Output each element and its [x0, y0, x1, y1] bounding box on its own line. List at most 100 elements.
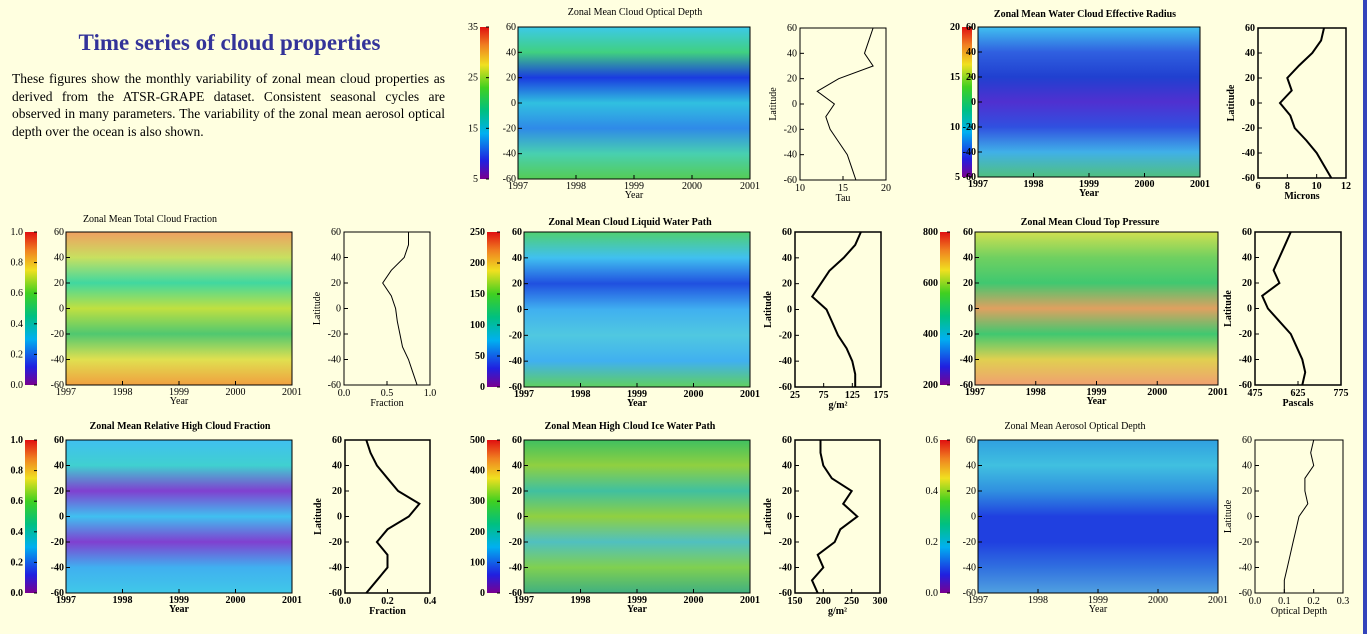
heatmap [517, 26, 751, 180]
x-tick-label: 1999 [169, 595, 189, 606]
profile-y-tick-label: 60 [331, 227, 341, 238]
profile-y-tick-label: 0 [1247, 304, 1252, 315]
profile-y-tick-label: 60 [1242, 227, 1252, 238]
y-tick-label: -20 [51, 329, 64, 340]
colorbar-tick-label: 10 [950, 122, 960, 133]
profile-x-label: Fraction [370, 398, 403, 409]
x-tick-label: 2001 [740, 389, 760, 400]
profile-y-tick-label: 20 [1242, 486, 1252, 497]
heatmap [974, 231, 1219, 386]
x-tick-label: 1997 [56, 387, 76, 398]
y-tick-label: 0 [517, 512, 522, 523]
profile-line [810, 231, 862, 387]
profile-x-tick-label: 625 [1291, 388, 1306, 399]
profile-y-tick-label: -20 [1239, 329, 1252, 340]
y-tick-label: 40 [512, 253, 522, 264]
x-tick-label: 2001 [282, 387, 302, 398]
y-tick-label: 60 [963, 227, 973, 238]
profile-y-tick-label: 20 [787, 74, 797, 85]
x-tick-label: 1998 [566, 181, 586, 192]
x-tick-label: 1998 [113, 595, 133, 606]
y-tick-label: -40 [960, 355, 973, 366]
profile-x-tick-label: 150 [788, 596, 803, 607]
x-tick-label: 2000 [1148, 595, 1168, 606]
chart-title: Zonal Mean Cloud Optical Depth [568, 7, 702, 18]
x-axis-label: Year [1087, 396, 1108, 407]
y-tick-label: 0 [968, 304, 973, 315]
colorbar-tick-label: 1.0 [11, 435, 24, 446]
profile-y-tick-label: -60 [1239, 588, 1252, 599]
y-tick-label: -40 [963, 563, 976, 574]
profile-x-tick-label: 175 [874, 390, 889, 401]
colorbar-tick-label: 200 [923, 380, 938, 391]
colorbar [940, 440, 950, 593]
colorbar-tick-label: 300 [470, 496, 485, 507]
colorbar-tick-label: 0 [480, 382, 485, 393]
profile-y-tick-label: 40 [331, 253, 341, 264]
profile-frame [794, 439, 881, 594]
y-tick-label: -40 [51, 355, 64, 366]
x-tick-label: 2000 [1135, 179, 1155, 190]
profile-y-tick-label: 20 [782, 279, 792, 290]
x-tick-label: 2000 [226, 595, 246, 606]
profile-y-tick-label: -20 [329, 537, 342, 548]
x-tick-label: 1998 [1026, 387, 1046, 398]
heatmap [65, 439, 293, 594]
profile-y-tick-label: 0 [787, 305, 792, 316]
profile-line [1283, 439, 1315, 593]
profile-x-tick-label: 475 [1248, 388, 1263, 399]
profile-y-tick-label: 0 [337, 512, 342, 523]
profile-x-tick-label: 8 [1285, 181, 1290, 192]
profile-x-label: Optical Depth [1271, 606, 1327, 617]
profile-y-tick-label: 60 [782, 227, 792, 238]
chart-title: Zonal Mean Total Cloud Fraction [83, 214, 217, 225]
profile-y-tick-label: -60 [779, 588, 792, 599]
y-tick-label: 20 [966, 72, 976, 83]
page-edge [1363, 0, 1367, 634]
y-tick-label: -40 [963, 147, 976, 158]
chart-title: Zonal Mean Cloud Top Pressure [1021, 217, 1160, 228]
colorbar-tick-label: 0 [480, 588, 485, 599]
x-tick-label: 1999 [624, 181, 644, 192]
x-tick-label: 1999 [1088, 595, 1108, 606]
colorbar-tick-label: 0.2 [926, 537, 939, 548]
profile-x-tick-label: 20 [881, 183, 891, 194]
x-tick-label: 1997 [56, 595, 76, 606]
profile-y-tick-label: 60 [1245, 23, 1255, 34]
x-tick-label: 2001 [1208, 387, 1228, 398]
profile-y-label: Latitude [312, 291, 323, 325]
profile-x-tick-label: 75 [819, 390, 829, 401]
colorbar-tick-label: 0.4 [11, 319, 24, 330]
profile-x-tick-label: 6 [1256, 181, 1261, 192]
colorbar-tick-label: 0.8 [11, 258, 24, 269]
y-tick-label: 20 [963, 278, 973, 289]
colorbar [25, 440, 37, 593]
profile-y-tick-label: 40 [782, 461, 792, 472]
profile-y-tick-label: -60 [784, 175, 797, 186]
colorbar-tick-label: 150 [470, 289, 485, 300]
profile-y-tick-label: -20 [779, 330, 792, 341]
x-tick-label: 2001 [740, 181, 760, 192]
y-tick-label: -20 [509, 537, 522, 548]
profile-x-tick-label: 0.0 [1249, 596, 1262, 607]
profile-y-label: Latitude [313, 498, 324, 535]
profile-frame [344, 439, 431, 594]
profile-line [382, 232, 418, 386]
profile-x-tick-label: 0.5 [381, 388, 394, 399]
y-tick-label: -20 [963, 122, 976, 133]
x-tick-label: 1997 [514, 595, 534, 606]
y-tick-label: -60 [963, 172, 976, 183]
chart-title: Zonal Mean Aerosol Optical Depth [1004, 421, 1145, 432]
heatmap [523, 439, 751, 594]
colorbar [480, 27, 489, 179]
profile-y-tick-label: 40 [1245, 48, 1255, 59]
profile-y-tick-label: 60 [1242, 435, 1252, 446]
profile-x-label: Microns [1284, 191, 1319, 202]
x-tick-label: 2000 [684, 389, 704, 400]
profile-y-label: Latitude [1226, 84, 1237, 121]
colorbar-tick-label: 0.2 [11, 349, 24, 360]
x-axis-label: Year [1089, 604, 1108, 615]
y-tick-label: 60 [512, 227, 522, 238]
x-tick-label: 2001 [740, 595, 760, 606]
colorbar [25, 232, 37, 385]
